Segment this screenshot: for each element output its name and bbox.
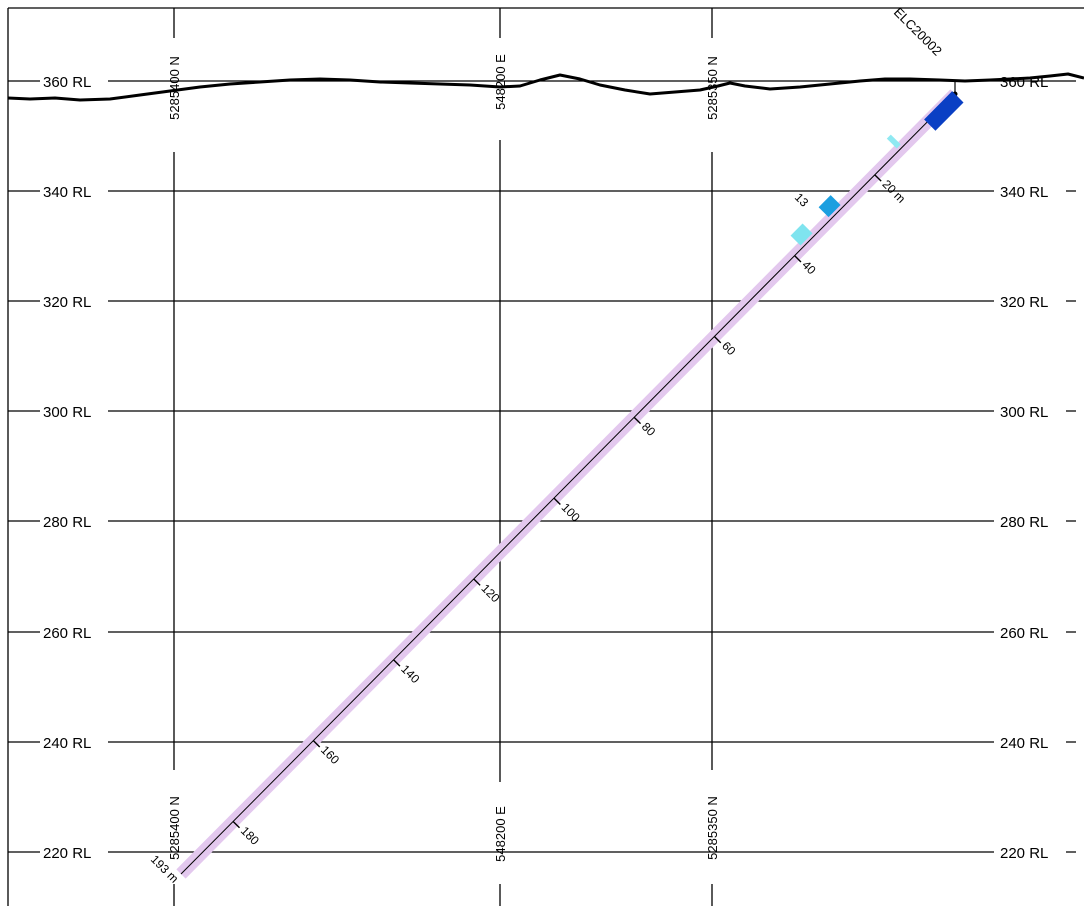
- right-label-bg-320: [994, 291, 1066, 311]
- left-label-bg-280: [40, 511, 108, 531]
- rl-right-label-300: 300 RL: [1000, 404, 1048, 421]
- rl-labels-left: 360 RL 340 RL 320 RL 300 RL 280 RL 260 R…: [43, 74, 91, 862]
- depth-tick-180: [232, 820, 241, 829]
- depth-tick-120: [473, 578, 481, 586]
- coord-bottom-label-5285400-n: 5285400 N: [167, 796, 182, 860]
- rl-right-label-320: 320 RL: [1000, 294, 1048, 311]
- right-label-bg-280: [994, 511, 1066, 531]
- rl-left-label-280: 280 RL: [43, 514, 91, 531]
- right-label-bg-260: [994, 622, 1066, 642]
- depth-tick-140: [393, 659, 401, 667]
- left-label-bg-340: [40, 181, 108, 201]
- depth-tick-40: [794, 255, 802, 263]
- depth-tick-60: [713, 335, 722, 344]
- assay-interval-0: [924, 91, 964, 131]
- depth-tick-20: [874, 174, 882, 182]
- left-label-bg-220: [40, 842, 108, 862]
- assay-intervals: [790, 91, 964, 246]
- depth-tick-160: [312, 740, 321, 748]
- right-label-bg-220: [994, 842, 1066, 862]
- assay-interval-3: [790, 223, 813, 246]
- rl-left-label-320: 320 RL: [43, 294, 91, 311]
- section-frame: [7, 7, 1084, 906]
- rl-right-label-340: 340 RL: [1000, 184, 1048, 201]
- rl-right-label-240: 240 RL: [1000, 735, 1048, 752]
- left-label-bg-360: [40, 71, 108, 91]
- assay-interval-2: [818, 195, 841, 218]
- rl-left-label-220: 220 RL: [43, 845, 91, 862]
- rl-left-label-340: 340 RL: [43, 184, 91, 201]
- coord-bottom-label-5285350-n: 5285350 N: [705, 796, 720, 860]
- rl-labels-right: 360 RL 340 RL 320 RL 300 RL 280 RL 260 R…: [1000, 74, 1048, 862]
- depth-tick-80: [633, 416, 642, 425]
- coord-bottom-label-548200-e: 548200 E: [493, 806, 508, 862]
- left-label-bg-320: [40, 291, 108, 311]
- rl-left-label-360: 360 RL: [43, 74, 91, 91]
- coord-top-label-5285350-n: 5285350 N: [705, 56, 720, 120]
- rl-left-label-260: 260 RL: [43, 625, 91, 642]
- rl-right-label-260: 260 RL: [1000, 625, 1048, 642]
- rl-right-label-360: 360 RL: [1000, 74, 1048, 91]
- left-label-bg-300: [40, 401, 108, 421]
- left-label-bg-240: [40, 732, 108, 752]
- rl-left-label-240: 240 RL: [43, 735, 91, 752]
- right-label-bg-240: [994, 732, 1066, 752]
- coord-top-label-548200-e: 548200 E: [493, 54, 508, 110]
- left-label-bg-260: [40, 622, 108, 642]
- drillhole-centerline: [180, 93, 956, 875]
- coord-top-label-5285400-n: 5285400 N: [167, 56, 182, 120]
- depth-tick-100: [553, 497, 561, 505]
- rl-left-label-300: 300 RL: [43, 404, 91, 421]
- rl-right-label-220: 220 RL: [1000, 845, 1048, 862]
- right-label-bg-300: [994, 401, 1066, 421]
- rl-right-label-280: 280 RL: [1000, 514, 1048, 531]
- assay-interval-1: [886, 134, 901, 149]
- topography-surface-line: [7, 72, 1084, 102]
- coordinate-labels: 5285400 N 548200 E 5285350 N 5285400 N 5…: [167, 54, 720, 862]
- coordinate-gridlines: [173, 8, 713, 906]
- rl-label-backgrounds: [40, 71, 1066, 862]
- right-label-bg-340: [994, 181, 1066, 201]
